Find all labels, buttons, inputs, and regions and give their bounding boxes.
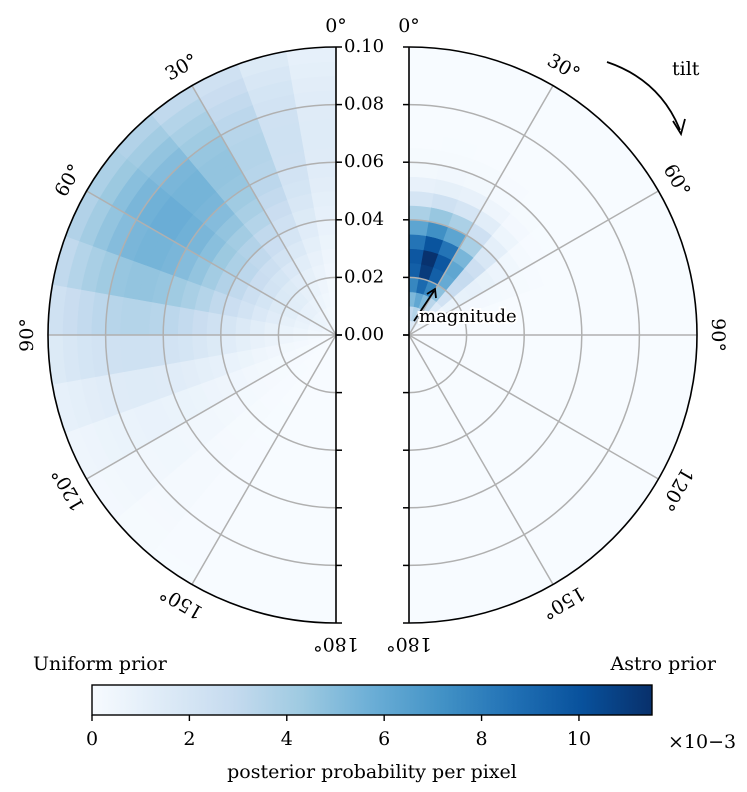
magnitude-arrowhead-icon bbox=[426, 287, 437, 299]
tilt-gridline bbox=[408, 334, 659, 480]
magnitude-tick-label: 0.06 bbox=[344, 151, 384, 172]
tilt-arrow-arc bbox=[606, 61, 681, 131]
colorbar-multiplier: ×10−3 bbox=[668, 731, 736, 753]
heatmap-cell bbox=[408, 462, 435, 480]
heatmap-cell bbox=[536, 334, 554, 361]
heatmap-cell bbox=[234, 317, 252, 336]
magnitude-axis-right-ticks bbox=[403, 46, 409, 624]
heatmap-cell bbox=[300, 519, 337, 537]
heatmap-cell bbox=[177, 334, 195, 363]
heatmap-cell bbox=[550, 307, 568, 336]
astro-prior-panel: 0°30°60°90°120°150°180° bbox=[386, 15, 729, 655]
colorbar-tick-label: 6 bbox=[378, 728, 390, 750]
uniform-prior-label: Uniform prior bbox=[33, 653, 168, 675]
heatmap-cell bbox=[308, 476, 337, 494]
colorbar-gradient bbox=[91, 684, 653, 716]
heatmap-cell bbox=[408, 176, 437, 194]
heatmap-cell bbox=[408, 219, 430, 237]
outer-arc bbox=[47, 46, 337, 624]
tilt-gridline bbox=[86, 334, 337, 480]
magnitude-tick-label: 0.10 bbox=[344, 36, 384, 57]
uniform-prior-panel: 0°30°60°90°120°150°180° bbox=[16, 15, 359, 655]
colorbar-ticks: 0 2 4 6 8 10 bbox=[86, 715, 591, 750]
heatmap-cell bbox=[408, 419, 427, 437]
heatmap-cell bbox=[177, 307, 195, 336]
colorbar-tick-label: 2 bbox=[183, 728, 195, 750]
heatmap-cell bbox=[493, 334, 511, 353]
tilt-arrowhead-icon bbox=[672, 118, 686, 137]
tilt-tick-label: 60° bbox=[50, 160, 86, 200]
heatmap-cell bbox=[308, 176, 337, 194]
heatmap-cell bbox=[408, 476, 437, 494]
heatmap-cell bbox=[191, 334, 209, 361]
uniform-prior-heatmap-cells bbox=[47, 46, 337, 624]
outer-arc bbox=[408, 46, 698, 624]
colorbar-tick-label: 8 bbox=[476, 728, 488, 750]
heatmap-cell bbox=[134, 299, 152, 336]
heatmap-cell bbox=[315, 433, 337, 451]
tilt-annotation: tilt bbox=[672, 58, 700, 80]
heatmap-cell bbox=[408, 190, 435, 208]
heatmap-cell bbox=[408, 433, 430, 451]
heatmap-cell bbox=[323, 391, 337, 408]
colorbar-tick-label: 0 bbox=[86, 728, 98, 750]
heatmap-cell bbox=[220, 334, 238, 356]
tilt-tick-label: 60° bbox=[659, 160, 695, 200]
heatmap-cell bbox=[536, 309, 554, 336]
heatmap-cell bbox=[134, 334, 152, 371]
tilt-gridline bbox=[191, 85, 337, 336]
magnitude-arrow-line bbox=[413, 290, 435, 322]
astro-prior-label: Astro prior bbox=[609, 653, 716, 675]
tilt-tick-label: 180° bbox=[386, 633, 432, 655]
heatmap-cell bbox=[593, 334, 611, 371]
heatmap-cell bbox=[408, 405, 425, 422]
tilt-tick-label: 30° bbox=[543, 49, 583, 85]
colorbar-label: posterior probability per pixel bbox=[227, 761, 517, 783]
heatmap-cell bbox=[408, 391, 422, 408]
heatmap-cell bbox=[310, 190, 337, 208]
heatmap-cell bbox=[249, 319, 266, 336]
heatmap-cell bbox=[550, 334, 568, 363]
tilt-tick-label: 180° bbox=[313, 633, 359, 655]
magnitude-tick-label: 0.08 bbox=[344, 94, 384, 115]
heatmap-cell bbox=[320, 405, 337, 422]
heatmap-cell bbox=[191, 309, 209, 336]
colorbar-tick-label: 4 bbox=[281, 728, 293, 750]
tilt-tick-label: 90° bbox=[707, 318, 729, 352]
magnitude-annotation: magnitude bbox=[419, 306, 517, 327]
magnitude-tick-label: 0.04 bbox=[344, 209, 384, 230]
heatmap-cell bbox=[408, 519, 445, 537]
colorbar: 0 2 4 6 8 10 ×10−3 posterior probability per … bbox=[86, 684, 736, 783]
tilt-tick-label: 0° bbox=[398, 15, 420, 37]
tilt-tick-label: 90° bbox=[16, 318, 38, 352]
magnitude-axis: 0.00 0.02 0.04 0.06 0.08 0.10 bbox=[336, 36, 384, 624]
uniform-prior-grid bbox=[48, 85, 337, 585]
heatmap-cell bbox=[310, 462, 337, 480]
heatmap-cell bbox=[234, 334, 252, 353]
heatmap-cell bbox=[318, 419, 337, 437]
tilt-tick-label: 30° bbox=[161, 49, 201, 85]
heatmap-cell bbox=[507, 334, 525, 356]
tilt-tick-label: 0° bbox=[325, 15, 347, 37]
heatmap-cell bbox=[263, 322, 280, 336]
heatmap-cell bbox=[408, 133, 445, 151]
tilt-gridline bbox=[86, 190, 337, 336]
heatmap-cell bbox=[300, 133, 337, 151]
magnitude-tick-label: 0.02 bbox=[344, 266, 384, 287]
tilt-gridline bbox=[408, 190, 659, 336]
heatmap-cell bbox=[318, 233, 337, 251]
heatmap-cell bbox=[408, 233, 427, 251]
heatmap-cell bbox=[315, 219, 337, 237]
heatmap-cell bbox=[593, 299, 611, 336]
tilt-gridline bbox=[191, 334, 337, 585]
tilt-gridline bbox=[408, 334, 554, 585]
magnitude-tick-label: 0.00 bbox=[344, 324, 384, 345]
heatmap-cell bbox=[220, 314, 238, 336]
colorbar-tick-label: 10 bbox=[567, 728, 591, 750]
